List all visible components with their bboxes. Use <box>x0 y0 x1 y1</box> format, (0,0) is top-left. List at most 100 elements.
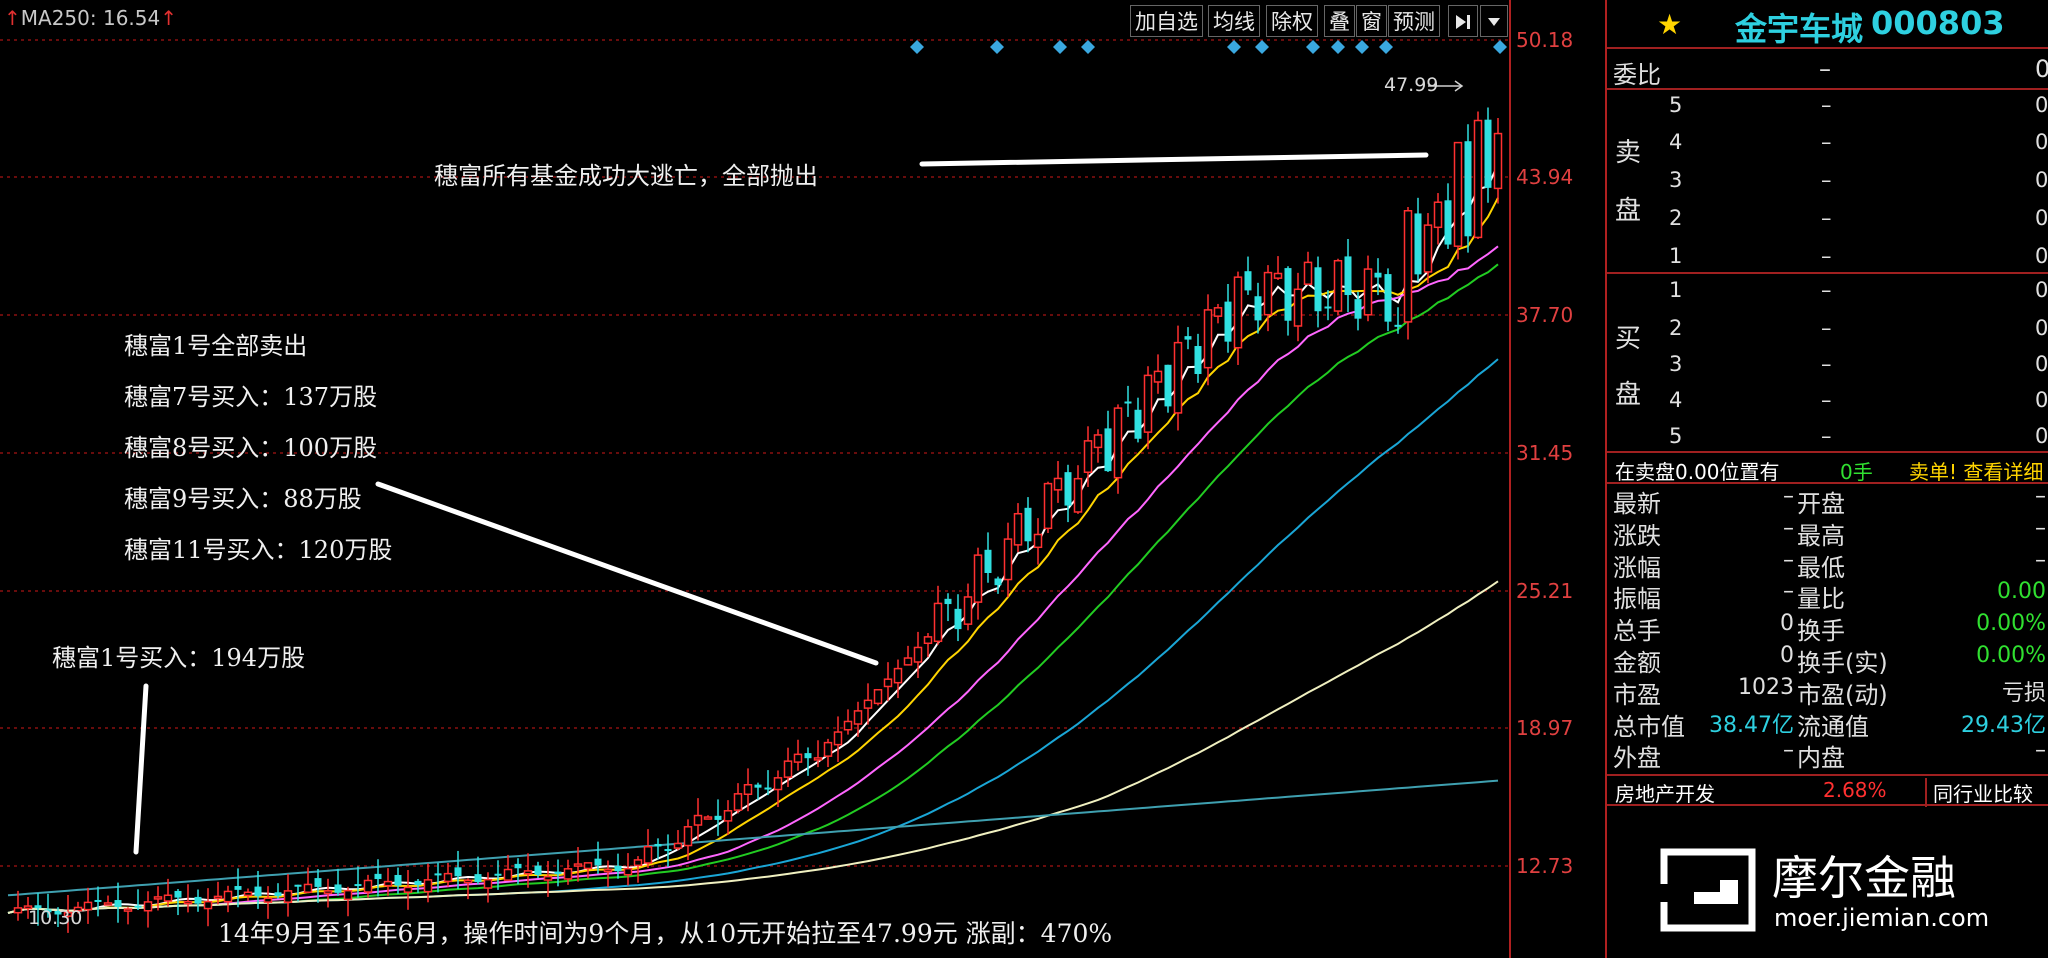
up-arrow-icon: ↑ <box>4 6 21 30</box>
event-marker[interactable] <box>990 40 1004 54</box>
candle <box>923 633 933 658</box>
stat-label: 换手 <box>1797 617 1845 646</box>
event-marker[interactable] <box>1493 40 1507 54</box>
candlesticks <box>13 107 1503 933</box>
moving-average-button[interactable]: 均线 <box>1208 5 1260 37</box>
event-marker[interactable] <box>1331 40 1345 54</box>
candle <box>343 886 353 917</box>
candle <box>323 878 333 908</box>
candle <box>1203 294 1213 386</box>
candle <box>743 768 753 812</box>
candle <box>1164 364 1172 413</box>
candle <box>1453 141 1463 260</box>
candle <box>1134 397 1142 443</box>
stat-label: 总市值 <box>1613 712 1685 741</box>
peer-compare-button[interactable]: 同行业比较 <box>1925 778 2033 807</box>
candle <box>1244 256 1252 295</box>
candle <box>403 870 413 910</box>
event-marker[interactable] <box>1081 40 1095 54</box>
candle <box>773 770 783 808</box>
candle <box>984 532 992 583</box>
sell-label-top: 卖 <box>1615 138 1642 168</box>
buy-price: – <box>1821 388 1832 412</box>
candle <box>1224 283 1232 353</box>
add-watchlist-button[interactable]: 加自选 <box>1130 5 1203 37</box>
forecast-button[interactable]: 预测 <box>1388 5 1440 37</box>
order-detail-link[interactable]: 卖单! 查看详细 <box>1909 460 2044 484</box>
ma120-line <box>7 580 1499 914</box>
sell-level-0: 5 <box>1669 93 1683 117</box>
candle <box>703 815 713 820</box>
candle <box>1003 522 1013 598</box>
buy-volume: 0 <box>2035 424 2048 448</box>
kline-chart[interactable] <box>0 0 1605 958</box>
candle <box>463 878 473 900</box>
event-marker[interactable] <box>1379 40 1393 54</box>
candle <box>294 884 302 902</box>
candle <box>913 631 923 679</box>
candle <box>594 841 602 874</box>
event-marker[interactable] <box>1053 40 1067 54</box>
jump-end-icon[interactable] <box>1448 5 1478 37</box>
event-marker[interactable] <box>1306 40 1320 54</box>
stat-value: – <box>2035 515 2046 541</box>
kline-chart-panel[interactable]: ↑MA250: 16.54↑ 加自选 均线 除权 叠 窗 预测 50.18 43… <box>0 0 1605 958</box>
stat-label: 开盘 <box>1797 490 1845 518</box>
candle <box>194 889 202 912</box>
y-tick-label: 25.21 <box>1516 579 1574 603</box>
candle <box>643 829 653 868</box>
candle <box>434 862 442 893</box>
ma30-line <box>7 263 1499 914</box>
candle <box>374 859 382 897</box>
sector-change: 2.68% <box>1823 778 1887 802</box>
overlay-button[interactable]: 叠 <box>1324 5 1355 37</box>
buy-level-0: 1 <box>1669 278 1683 302</box>
buy-price: – <box>1821 424 1832 448</box>
peak-price-label: 47.99 <box>1384 74 1439 96</box>
candle <box>693 798 703 841</box>
event-marker[interactable] <box>910 40 924 54</box>
candle <box>973 547 983 620</box>
candle <box>1484 107 1492 203</box>
candle <box>103 895 113 906</box>
stat-value: 0.00% <box>1976 611 2046 637</box>
buy-price: – <box>1821 316 1832 340</box>
peak-marker <box>1428 80 1464 92</box>
candle <box>1314 256 1322 328</box>
candle <box>873 689 883 706</box>
order-notice-lots: 0手 <box>1840 460 1873 484</box>
buy-label-bottom: 盘 <box>1615 380 1642 410</box>
ex-rights-button[interactable]: 除权 <box>1266 5 1318 37</box>
candle <box>1333 258 1343 315</box>
chevron-down-icon[interactable] <box>1480 5 1508 37</box>
candle <box>823 738 833 768</box>
sector-name[interactable]: 房地产开发 <box>1615 782 1715 806</box>
stat-value: 0.00% <box>1976 643 2046 668</box>
stock-code: 000803 <box>1871 4 2005 42</box>
annotation-buy-8: 穗富8号买入：100万股 <box>124 434 378 462</box>
candle <box>543 860 553 897</box>
candle <box>1423 213 1433 284</box>
candle <box>833 716 843 762</box>
candle <box>1273 256 1283 280</box>
candle <box>1263 265 1273 332</box>
candle <box>174 889 182 916</box>
candle <box>274 883 282 899</box>
event-marker[interactable] <box>1255 40 1269 54</box>
up-arrow-icon: ↑ <box>160 6 177 30</box>
stat-label: 流通值 <box>1797 712 1869 741</box>
star-icon[interactable]: ★ <box>1657 8 1683 41</box>
candle <box>1073 465 1083 514</box>
candle <box>383 868 393 896</box>
candle <box>654 838 662 860</box>
annotation-escape: 穗富所有基金成功大逃亡，全部抛出 <box>434 162 818 190</box>
event-marker[interactable] <box>1355 40 1369 54</box>
candle <box>163 878 173 907</box>
candle <box>583 862 593 879</box>
candle <box>1384 268 1392 332</box>
candle <box>1173 325 1183 431</box>
event-marker[interactable] <box>1227 40 1241 54</box>
window-button[interactable]: 窗 <box>1356 5 1387 37</box>
stat-value: 38.47亿 <box>1709 712 1794 738</box>
sell-level-3: 2 <box>1669 206 1683 230</box>
